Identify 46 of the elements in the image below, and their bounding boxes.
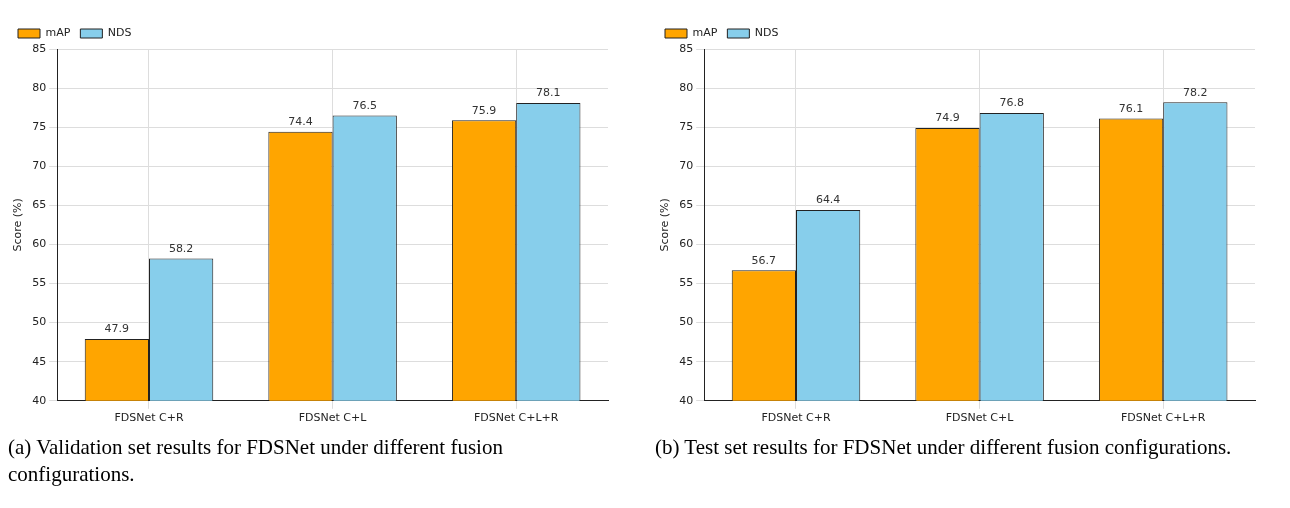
data-label: 64.4: [815, 193, 841, 207]
data-label: 78.2: [1183, 85, 1208, 99]
data-label: 76.8: [999, 96, 1024, 110]
y-tick-label: 65: [679, 198, 694, 212]
x-tick-label: FDSNet C+L: [298, 411, 368, 425]
y-axis-title: Score (%): [11, 198, 25, 252]
y-tick-label: 65: [32, 198, 47, 212]
y-tick-label: 45: [32, 354, 47, 368]
y-tick-label: 75: [679, 120, 694, 134]
y-tick-label: 50: [679, 315, 694, 329]
y-tick-label: 85: [32, 41, 47, 55]
x-tick-label: FDSNet C+L: [945, 411, 1015, 425]
data-label: 56.7: [751, 253, 777, 267]
data-label: 78.1: [536, 86, 561, 100]
y-tick-label: 70: [32, 159, 47, 173]
y-tick-label: 50: [32, 315, 47, 329]
data-label: 74.4: [288, 115, 313, 129]
x-tick-label: FDSNet C+L+R: [1120, 411, 1206, 425]
y-tick-label: 55: [679, 276, 694, 290]
y-tick-label: 80: [679, 80, 694, 94]
y-tick-label: 60: [679, 237, 694, 251]
legend-label: mAP: [692, 26, 718, 40]
y-tick-label: 80: [32, 80, 47, 94]
x-tick-label: FDSNet C+R: [114, 411, 184, 425]
y-tick-label: 70: [679, 159, 694, 173]
data-label: 74.9: [935, 111, 960, 125]
y-tick-label: 40: [679, 393, 694, 407]
y-tick-label: 55: [32, 276, 47, 290]
y-tick-label: 75: [32, 120, 47, 134]
legend-label: NDS: [754, 26, 779, 40]
y-tick-label: 45: [679, 354, 694, 368]
y-tick-label: 60: [32, 237, 47, 251]
data-label: 76.5: [352, 98, 377, 112]
y-tick-label: 85: [679, 41, 694, 55]
data-label: 58.2: [168, 241, 194, 255]
x-tick-label: FDSNet C+R: [761, 411, 831, 425]
data-label: 47.9: [104, 322, 130, 336]
text: (b) Test set results for FDSNet under different fusion configurations.: [655, 434, 1233, 461]
legend-label: NDS: [107, 26, 132, 40]
x-tick-label: FDSNet C+L+R: [473, 411, 559, 425]
legend-label: mAP: [45, 26, 71, 40]
y-axis-title: Score (%): [658, 198, 672, 252]
y-tick-label: 40: [32, 393, 47, 407]
data-label: 76.1: [1118, 101, 1144, 115]
data-label: 75.9: [471, 103, 497, 117]
text: (a) Validation set results for FDSNet under different fusion configurations.: [8, 434, 504, 488]
